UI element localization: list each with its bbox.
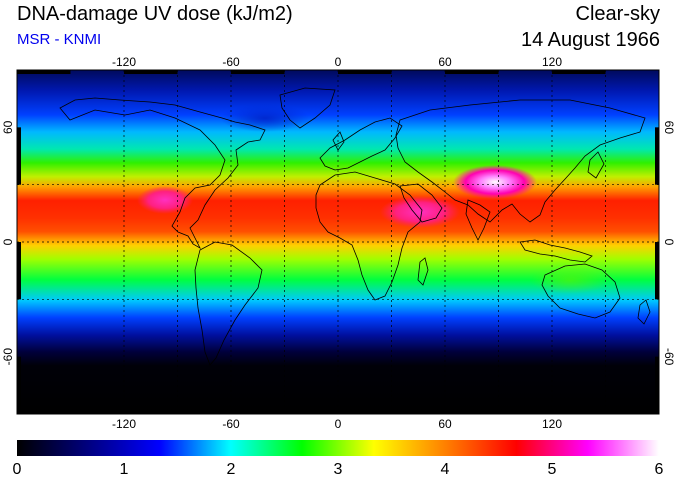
map-title: DNA-damage UV dose (kJ/m2) (17, 3, 293, 25)
coast-south-america (194, 241, 263, 366)
coast-europe (319, 117, 403, 171)
source-label: MSR - KNMI (17, 31, 102, 48)
lat-tick-label-right: 0 (662, 239, 676, 246)
mexico-high (137, 186, 193, 214)
coast-new-zealand (637, 299, 651, 325)
frame-segment-right (655, 242, 659, 300)
coast-madagascar (417, 257, 429, 286)
axis-ticks: -120 -120 -60 -60 0 0 60 60 120 120 60 60 0 0 -60 -60 (1, 55, 676, 431)
coast-australia (541, 263, 621, 319)
lat-tick-label-right: -60 (662, 348, 676, 366)
lon-tick-label-top: 120 (542, 55, 562, 69)
frame-segment-right (655, 127, 659, 185)
frame-segment-left (17, 242, 21, 300)
frame-segment-bottom (231, 410, 285, 414)
lon-tick-label-bottom: -60 (222, 417, 240, 431)
map-date: 14 August 1966 (520, 29, 660, 51)
lat-lon-grid (17, 70, 659, 414)
lon-tick-label-bottom: 0 (335, 417, 342, 431)
coast-uk (332, 131, 345, 151)
frame-segment-top (552, 70, 606, 74)
lat-tick-label-left: 0 (1, 238, 15, 245)
lon-tick-label-bottom: -120 (112, 417, 136, 431)
frame-segment-right (655, 356, 659, 414)
colorbar-label: 3 (334, 461, 343, 478)
coast-indonesia (519, 239, 593, 263)
coast-africa (315, 171, 423, 301)
lon-tick-label-bottom: 120 (542, 417, 562, 431)
frame-segment-top (124, 70, 178, 74)
frame-segment-left (17, 127, 21, 185)
australia-band (530, 266, 610, 294)
frame-segment-bottom (552, 410, 606, 414)
tibet-maximum (453, 165, 537, 199)
coastlines (59, 87, 651, 366)
colorbar-label: 1 (120, 461, 129, 478)
lon-tick-label-top: 60 (438, 55, 452, 69)
lat-tick-label-right: 60 (662, 121, 676, 135)
colorbar-label: 6 (655, 461, 664, 478)
coast-asia (395, 99, 646, 223)
frame-checkerboard (17, 70, 659, 414)
coast-arabia (399, 183, 443, 223)
frame-segment-top (338, 70, 392, 74)
frame-segment-top (445, 70, 499, 74)
arabia-high (380, 196, 460, 228)
colorbar-label: 4 (441, 461, 450, 478)
colorbar: 0 1 2 3 4 5 6 (13, 440, 664, 478)
lat-tick-label-left: -60 (1, 348, 15, 366)
frame-segment-top (231, 70, 285, 74)
sky-mode-label: Clear-sky (575, 3, 660, 25)
frame-segment-bottom (445, 410, 499, 414)
lon-tick-label-top: -120 (112, 55, 136, 69)
frame-segment-top (17, 70, 71, 74)
coast-north-america (59, 97, 266, 250)
lon-tick-label-top: 0 (335, 55, 342, 69)
colorbar-gradient (17, 440, 659, 456)
lon-tick-label-bottom: 60 (438, 417, 452, 431)
lat-tick-label-left: 60 (1, 120, 15, 134)
colorbar-label: 5 (548, 461, 557, 478)
frame-segment-bottom (17, 410, 71, 414)
coast-india (465, 199, 491, 241)
frame-segment-bottom (338, 410, 392, 414)
frame-segment-bottom (124, 410, 178, 414)
colorbar-label: 0 (13, 461, 22, 478)
colorbar-label: 2 (227, 461, 236, 478)
arctic-low (220, 104, 310, 132)
coast-japan (587, 151, 605, 179)
lon-tick-label-top: -60 (222, 55, 240, 69)
frame-segment-left (17, 356, 21, 414)
